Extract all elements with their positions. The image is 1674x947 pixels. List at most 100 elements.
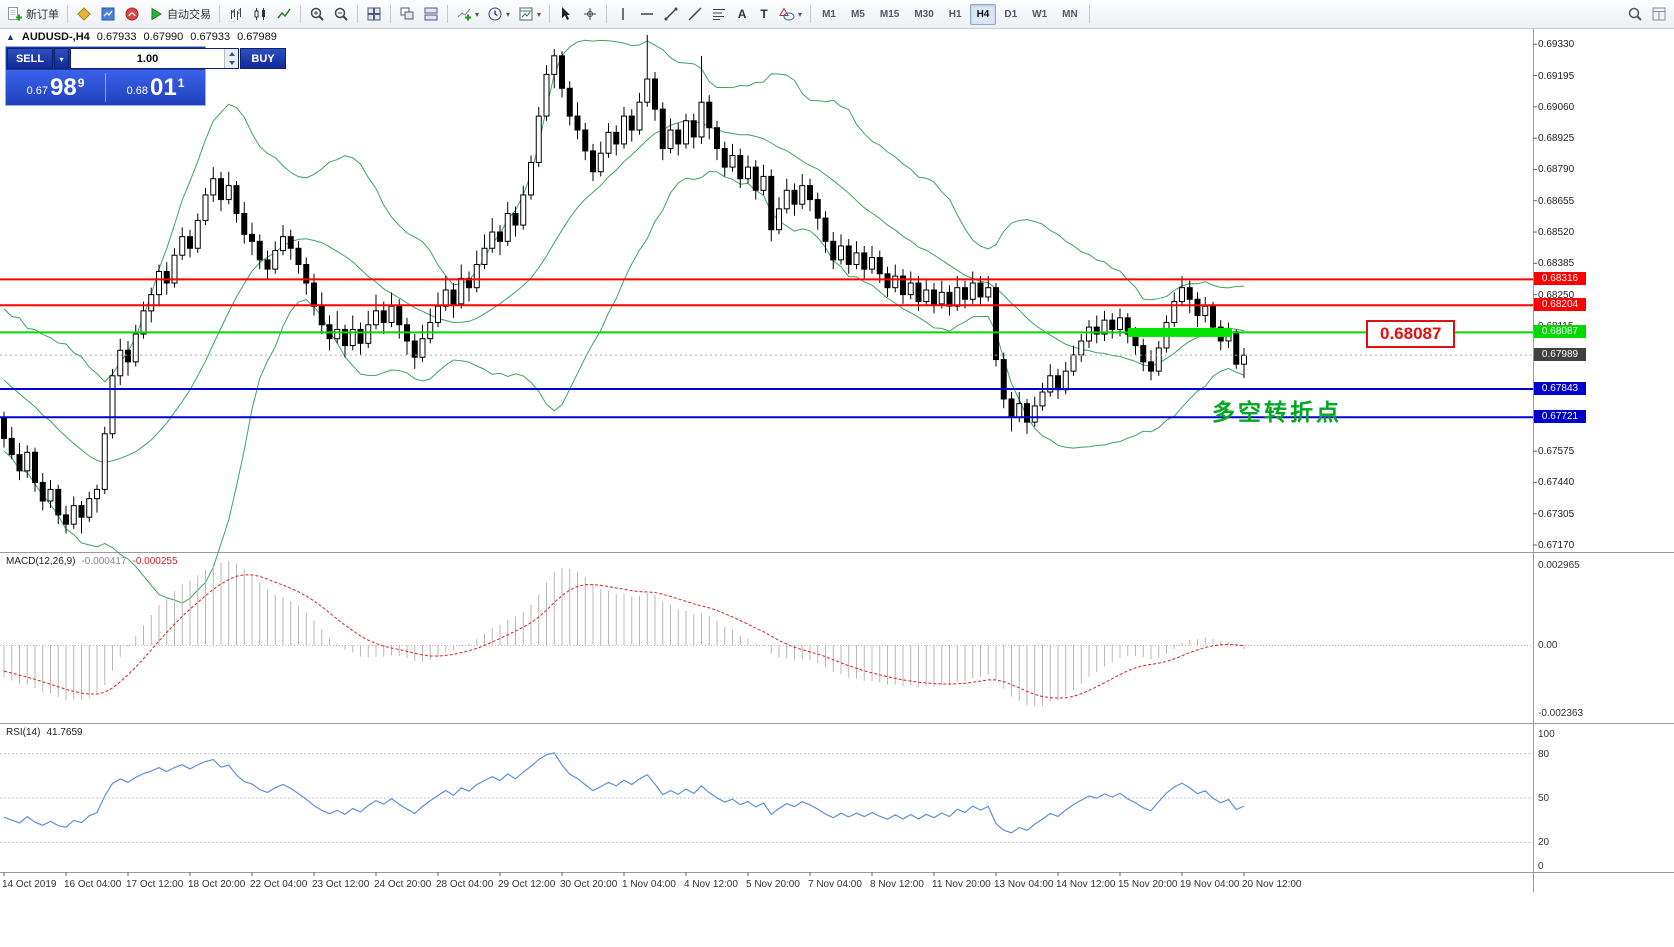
bar-chart-button[interactable] bbox=[224, 2, 248, 26]
templates-button[interactable] bbox=[514, 2, 545, 26]
templates-icon bbox=[519, 7, 533, 21]
macd-name: MACD(12,26,9) bbox=[6, 556, 76, 567]
indicators-icon bbox=[457, 8, 471, 21]
toolbar-separator bbox=[357, 5, 358, 23]
toolbar-right-group bbox=[1623, 2, 1671, 26]
toolbar-separator bbox=[549, 5, 551, 23]
high-value: 0.67990 bbox=[143, 31, 184, 43]
cursor-button[interactable] bbox=[554, 2, 578, 26]
line-chart-button[interactable] bbox=[272, 2, 296, 26]
vertical-line-icon bbox=[622, 8, 624, 20]
toolbar-separator bbox=[810, 5, 812, 23]
timeframe-button-w1[interactable]: W1 bbox=[1025, 4, 1054, 25]
line-chart-icon bbox=[277, 8, 291, 19]
support-zone-highlight[interactable] bbox=[1128, 327, 1232, 337]
signals-button[interactable] bbox=[120, 2, 144, 26]
candlestick-chart-button[interactable] bbox=[248, 2, 272, 26]
new-order-button[interactable]: 新订单 bbox=[3, 2, 63, 26]
horizontal-line-button[interactable] bbox=[635, 2, 659, 26]
toolbar-separator bbox=[300, 5, 301, 23]
shapes-button[interactable] bbox=[775, 2, 806, 26]
channel-button[interactable] bbox=[683, 2, 707, 26]
crosshair-button[interactable] bbox=[578, 2, 602, 26]
bollinger-middle-band bbox=[3, 120, 1245, 464]
text-tool-button[interactable]: A bbox=[731, 2, 753, 26]
zoom-in-icon bbox=[310, 7, 324, 21]
toolbar-separator bbox=[447, 5, 448, 23]
rsi-indicator-label: RSI(14) 41.7659 bbox=[6, 727, 83, 738]
arrange-windows-button[interactable] bbox=[419, 2, 443, 26]
ask-price[interactable]: 0.68 01 1 bbox=[106, 70, 205, 105]
arrange-windows-icon bbox=[424, 7, 438, 21]
indicators-button[interactable] bbox=[452, 2, 483, 26]
candlestick-series bbox=[1, 34, 1247, 534]
timeframe-button-m1[interactable]: M1 bbox=[815, 4, 843, 25]
text-icon: A bbox=[737, 7, 747, 21]
cursor-icon bbox=[562, 7, 571, 20]
tile-windows-button[interactable] bbox=[362, 2, 386, 26]
horizontal-line-objects[interactable] bbox=[0, 278, 1533, 419]
ask-price-pip: 1 bbox=[177, 75, 185, 90]
one-click-collapse-button[interactable] bbox=[6, 31, 15, 43]
ask-price-big: 01 bbox=[150, 73, 177, 101]
macd-main-value: -0.000417 bbox=[81, 556, 127, 567]
data-window-icon bbox=[1652, 7, 1666, 21]
rsi-name: RSI(14) bbox=[6, 727, 41, 738]
fibonacci-button[interactable] bbox=[707, 2, 731, 26]
market-watch-button[interactable] bbox=[96, 2, 120, 26]
bar-chart-icon bbox=[231, 8, 241, 20]
data-window-button[interactable] bbox=[1647, 2, 1671, 26]
price-callout[interactable]: 0.68087 bbox=[1366, 320, 1456, 348]
tile-windows-icon bbox=[367, 7, 381, 21]
search-button[interactable] bbox=[1623, 2, 1647, 26]
autotrading-icon bbox=[151, 7, 162, 21]
toolbar-separator bbox=[67, 5, 68, 23]
toolbar-separator bbox=[606, 5, 608, 23]
metaeditor-button[interactable] bbox=[72, 2, 96, 26]
timeframe-button-m30[interactable]: M30 bbox=[907, 4, 940, 25]
trendline-icon bbox=[664, 7, 678, 21]
trendline-button[interactable] bbox=[659, 2, 683, 26]
timeframe-button-h4[interactable]: H4 bbox=[969, 3, 997, 25]
horizontal-line-icon bbox=[641, 13, 654, 15]
timeframe-button-d1[interactable]: D1 bbox=[997, 4, 1024, 25]
one-click-header-row: SELL BUY bbox=[6, 47, 286, 70]
macd-signal-line bbox=[3, 574, 1245, 699]
annotation-note[interactable]: 多空转折点 bbox=[1212, 399, 1342, 425]
market-watch-icon bbox=[101, 7, 115, 21]
timeframe-button-mn[interactable]: MN bbox=[1055, 4, 1085, 25]
bid-price-pip: 9 bbox=[77, 75, 85, 90]
crosshair-icon bbox=[584, 8, 597, 20]
shapes-icon bbox=[779, 7, 795, 21]
macd-indicator-label: MACD(12,26,9) -0.000417 -0.000255 bbox=[6, 556, 178, 567]
sell-button[interactable]: SELL bbox=[7, 48, 53, 69]
zoom-in-button[interactable] bbox=[305, 2, 329, 26]
order-type-dropdown[interactable] bbox=[54, 48, 69, 69]
cascade-windows-button[interactable] bbox=[395, 2, 419, 26]
periods-button[interactable] bbox=[483, 2, 514, 26]
timeframe-button-m5[interactable]: M5 bbox=[844, 4, 872, 25]
label-icon: T bbox=[760, 7, 768, 21]
buy-button[interactable]: BUY bbox=[240, 48, 286, 69]
volume-up-button[interactable] bbox=[225, 49, 238, 59]
volume-input[interactable] bbox=[71, 49, 224, 68]
volume-down-button[interactable] bbox=[225, 58, 238, 68]
bid-price[interactable]: 0.67 98 9 bbox=[6, 70, 105, 105]
autotrading-button[interactable]: 自动交易 bbox=[144, 2, 215, 26]
timeframe-button-m15[interactable]: M15 bbox=[873, 4, 906, 25]
zoom-out-icon bbox=[334, 7, 348, 21]
vertical-line-button[interactable] bbox=[611, 2, 635, 26]
bid-price-prefix: 0.67 bbox=[26, 84, 49, 97]
volume-spinner bbox=[224, 49, 238, 68]
toolbar-separator bbox=[1088, 5, 1090, 23]
timeframe-button-h1[interactable]: H1 bbox=[942, 4, 969, 25]
zoom-out-button[interactable] bbox=[329, 2, 353, 26]
macd-histogram bbox=[3, 561, 1245, 707]
label-tool-button[interactable]: T bbox=[753, 2, 775, 26]
volume-field bbox=[70, 48, 239, 69]
chevron-down-icon bbox=[537, 8, 541, 20]
toolbar: 新订单 自动交易 bbox=[0, 0, 1674, 29]
rsi-value: 41.7659 bbox=[46, 727, 83, 738]
